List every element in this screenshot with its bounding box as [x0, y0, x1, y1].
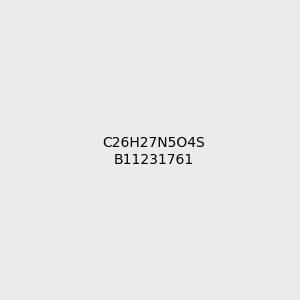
- Text: C26H27N5O4S
B11231761: C26H27N5O4S B11231761: [102, 136, 205, 166]
